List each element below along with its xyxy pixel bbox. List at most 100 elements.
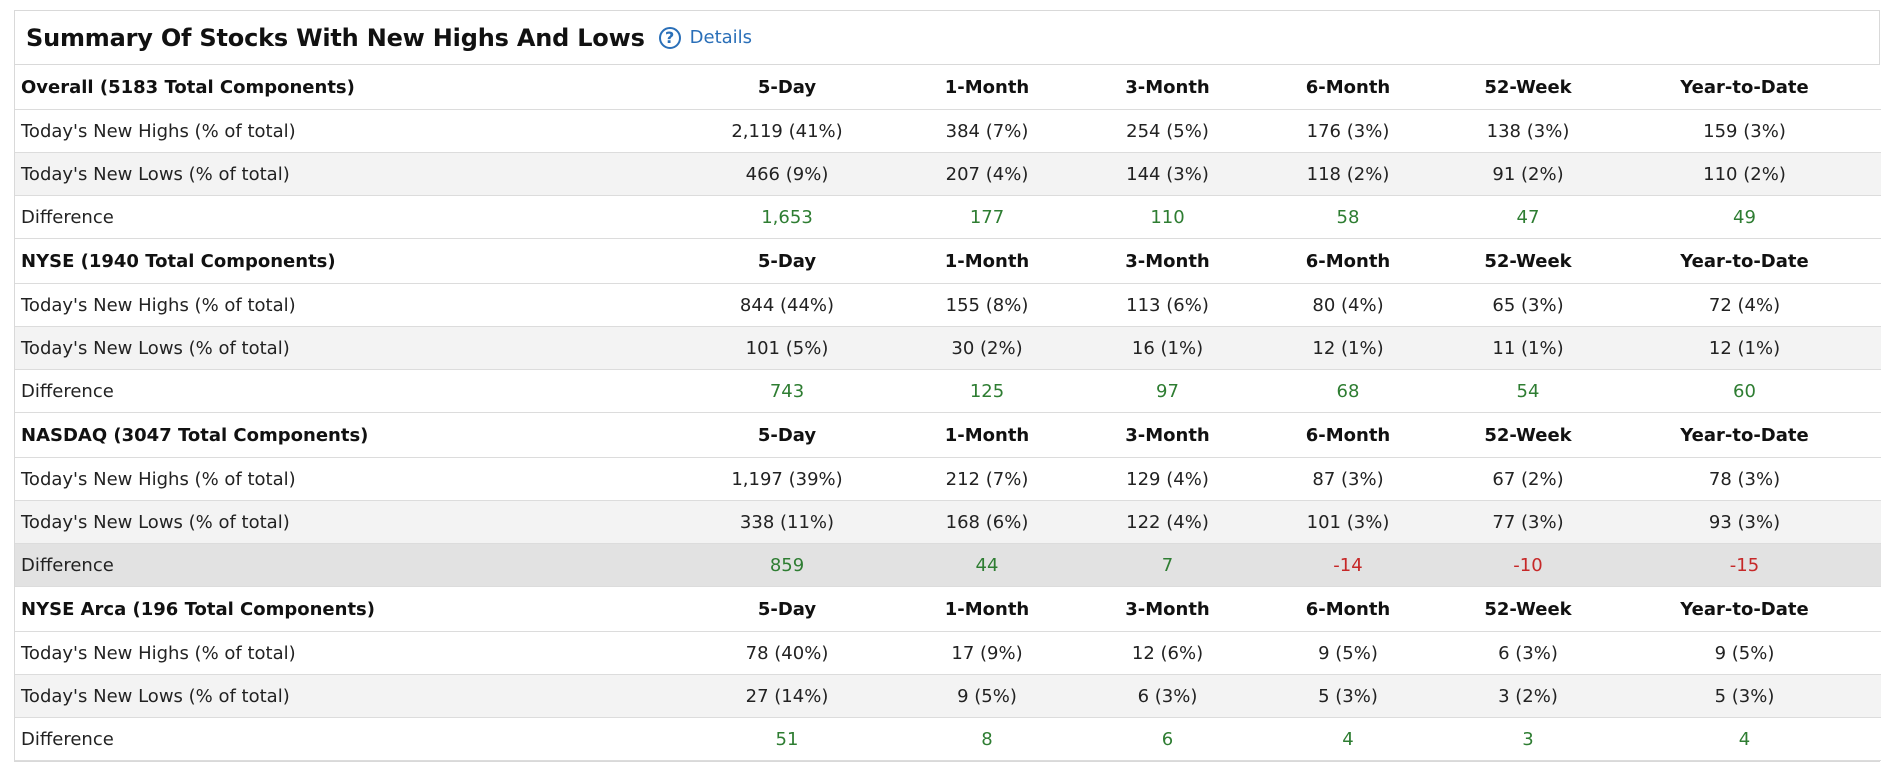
difference-cell: 68 xyxy=(1248,369,1448,413)
value-cell: 72 (4%) xyxy=(1608,283,1881,327)
difference-cell: 54 xyxy=(1448,369,1608,413)
value-cell: 9 (5%) xyxy=(887,674,1087,718)
difference-cell: 97 xyxy=(1087,369,1248,413)
details-link[interactable]: Details xyxy=(689,27,753,48)
row-label: Difference xyxy=(15,369,687,413)
value-cell: 159 (3%) xyxy=(1608,109,1881,153)
difference-cell: 110 xyxy=(1087,195,1248,239)
row-label: Today's New Lows (% of total) xyxy=(15,674,687,718)
section-header-row: Overall (5183 Total Components) 5-Day 1-Mo… xyxy=(15,65,1881,110)
value-cell: 65 (3%) xyxy=(1448,283,1608,327)
value-cell: 12 (6%) xyxy=(1087,631,1248,675)
difference-cell: 58 xyxy=(1248,195,1448,239)
column-header-year-to-date: Year-to-Date xyxy=(1608,586,1881,632)
section-header-row: NYSE Arca (196 Total Components) 5-Day 1-M… xyxy=(15,586,1881,632)
difference-cell: 859 xyxy=(687,543,887,587)
value-cell: 6 (3%) xyxy=(1087,674,1248,718)
column-header-year-to-date: Year-to-Date xyxy=(1608,238,1881,284)
difference-cell: 4 xyxy=(1608,717,1881,761)
value-cell: 122 (4%) xyxy=(1087,500,1248,544)
row-label: Today's New Highs (% of total) xyxy=(15,283,687,327)
value-cell: 67 (2%) xyxy=(1448,457,1608,501)
value-cell: 77 (3%) xyxy=(1448,500,1608,544)
column-header-3-month: 3-Month xyxy=(1087,412,1248,458)
column-header-52-week: 52-Week xyxy=(1448,412,1608,458)
column-header-52-week: 52-Week xyxy=(1448,65,1608,110)
difference-cell: 6 xyxy=(1087,717,1248,761)
highs-lows-table: Overall (5183 Total Components) 5-Day 1-Mo… xyxy=(15,65,1881,761)
value-cell: 30 (2%) xyxy=(887,326,1087,370)
column-header-5-day: 5-Day xyxy=(687,65,887,110)
new-lows-row: Today's New Lows (% of total) 466 (9%) 207… xyxy=(15,152,1881,196)
difference-row: Difference 859 44 7 -14 -10 -15 xyxy=(15,543,1881,587)
value-cell: 80 (4%) xyxy=(1248,283,1448,327)
difference-cell: 177 xyxy=(887,195,1087,239)
difference-cell: 44 xyxy=(887,543,1087,587)
section-title: NYSE Arca (196 Total Components) xyxy=(15,586,687,632)
column-header-6-month: 6-Month xyxy=(1248,586,1448,632)
value-cell: 466 (9%) xyxy=(687,152,887,196)
new-highs-row: Today's New Highs (% of total) 844 (44%) 1… xyxy=(15,283,1881,327)
column-header-6-month: 6-Month xyxy=(1248,412,1448,458)
column-header-year-to-date: Year-to-Date xyxy=(1608,412,1881,458)
value-cell: 27 (14%) xyxy=(687,674,887,718)
row-label: Today's New Highs (% of total) xyxy=(15,109,687,153)
value-cell: 12 (1%) xyxy=(1608,326,1881,370)
section-title: Overall (5183 Total Components) xyxy=(15,65,687,110)
row-label: Difference xyxy=(15,195,687,239)
difference-cell: 8 xyxy=(887,717,1087,761)
value-cell: 144 (3%) xyxy=(1087,152,1248,196)
value-cell: 9 (5%) xyxy=(1248,631,1448,675)
column-header-year-to-date: Year-to-Date xyxy=(1608,65,1881,110)
row-label: Today's New Lows (% of total) xyxy=(15,152,687,196)
section-header-row: NASDAQ (3047 Total Components) 5-Day 1-Mon… xyxy=(15,412,1881,458)
difference-cell: -15 xyxy=(1608,543,1881,587)
value-cell: 138 (3%) xyxy=(1448,109,1608,153)
difference-cell: 47 xyxy=(1448,195,1608,239)
section-header-row: NYSE (1940 Total Components) 5-Day 1-Month… xyxy=(15,238,1881,284)
panel-header: Summary Of Stocks With New Highs And Low… xyxy=(15,11,1880,65)
value-cell: 254 (5%) xyxy=(1087,109,1248,153)
new-highs-row: Today's New Highs (% of total) 2,119 (41%… xyxy=(15,109,1881,153)
column-header-3-month: 3-Month xyxy=(1087,586,1248,632)
column-header-1-month: 1-Month xyxy=(887,65,1087,110)
value-cell: 3 (2%) xyxy=(1448,674,1608,718)
column-header-1-month: 1-Month xyxy=(887,238,1087,284)
difference-cell: 4 xyxy=(1248,717,1448,761)
difference-cell: 743 xyxy=(687,369,887,413)
value-cell: 101 (3%) xyxy=(1248,500,1448,544)
value-cell: 16 (1%) xyxy=(1087,326,1248,370)
help-icon[interactable]: ? xyxy=(658,26,681,49)
column-header-6-month: 6-Month xyxy=(1248,65,1448,110)
row-label: Difference xyxy=(15,717,687,761)
difference-cell: 51 xyxy=(687,717,887,761)
new-lows-row: Today's New Lows (% of total) 338 (11%) 16… xyxy=(15,500,1881,544)
value-cell: 101 (5%) xyxy=(687,326,887,370)
column-header-5-day: 5-Day xyxy=(687,238,887,284)
value-cell: 384 (7%) xyxy=(887,109,1087,153)
value-cell: 91 (2%) xyxy=(1448,152,1608,196)
value-cell: 212 (7%) xyxy=(887,457,1087,501)
value-cell: 207 (4%) xyxy=(887,152,1087,196)
value-cell: 1,197 (39%) xyxy=(687,457,887,501)
highs-lows-panel: Summary Of Stocks With New Highs And Low… xyxy=(14,10,1881,762)
difference-row: Difference 1,653 177 110 58 47 49 xyxy=(15,195,1881,239)
value-cell: 93 (3%) xyxy=(1608,500,1881,544)
section-title: NYSE (1940 Total Components) xyxy=(15,238,687,284)
row-label: Today's New Lows (% of total) xyxy=(15,326,687,370)
value-cell: 9 (5%) xyxy=(1608,631,1881,675)
new-lows-row: Today's New Lows (% of total) 101 (5%) 30 … xyxy=(15,326,1881,370)
value-cell: 2,119 (41%) xyxy=(687,109,887,153)
value-cell: 155 (8%) xyxy=(887,283,1087,327)
value-cell: 338 (11%) xyxy=(687,500,887,544)
difference-cell: 7 xyxy=(1087,543,1248,587)
value-cell: 168 (6%) xyxy=(887,500,1087,544)
row-label: Today's New Lows (% of total) xyxy=(15,500,687,544)
difference-cell: 49 xyxy=(1608,195,1881,239)
difference-cell: 60 xyxy=(1608,369,1881,413)
value-cell: 110 (2%) xyxy=(1608,152,1881,196)
column-header-6-month: 6-Month xyxy=(1248,238,1448,284)
value-cell: 78 (40%) xyxy=(687,631,887,675)
value-cell: 844 (44%) xyxy=(687,283,887,327)
new-highs-row: Today's New Highs (% of total) 1,197 (39%… xyxy=(15,457,1881,501)
